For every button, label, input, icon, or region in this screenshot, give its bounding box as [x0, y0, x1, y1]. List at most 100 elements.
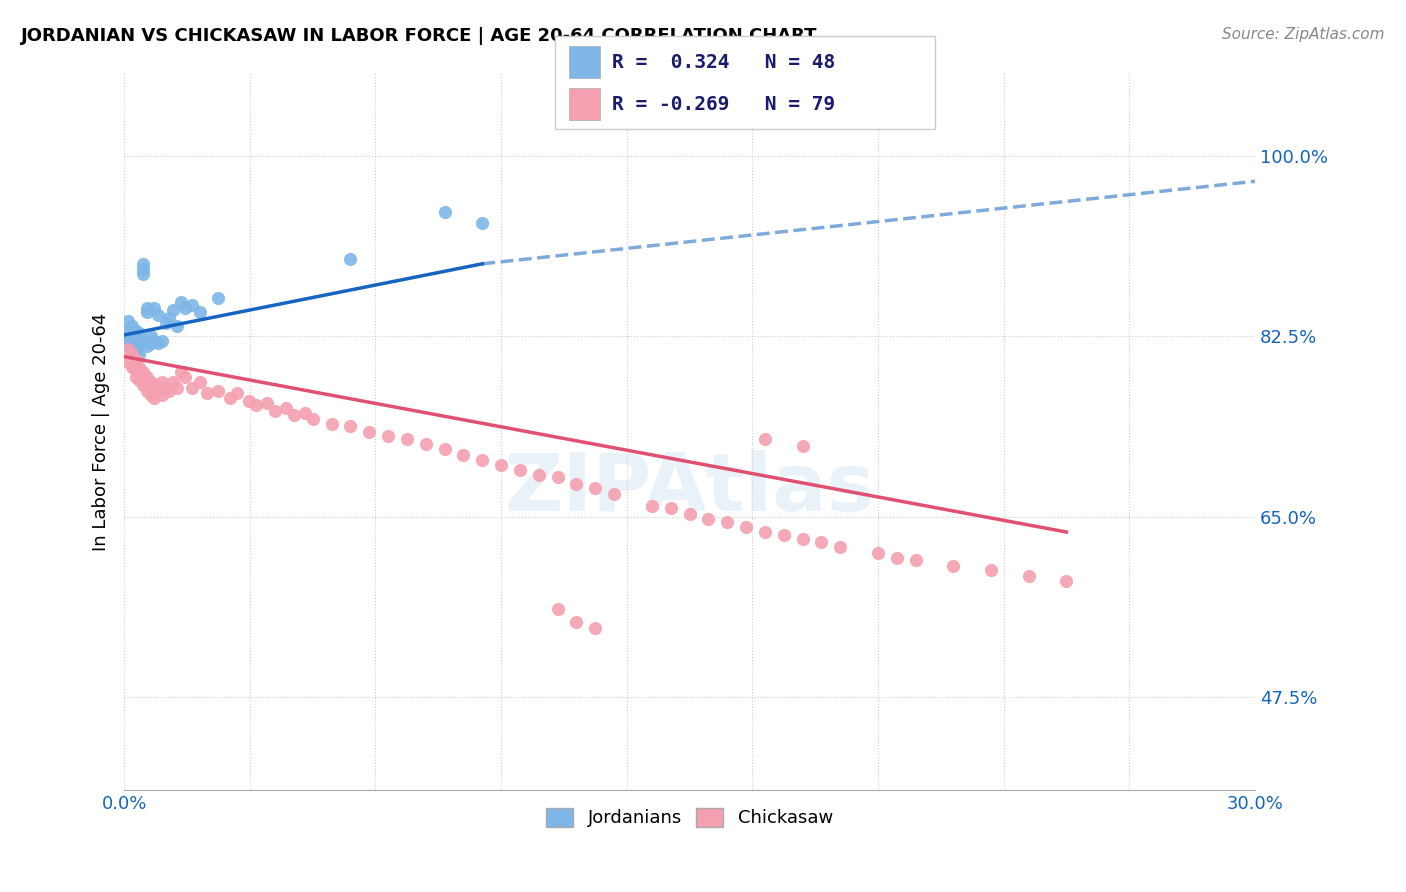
Point [159, 311, 181, 326]
Point [603, 487, 626, 501]
Point [207, 384, 229, 398]
Point [135, 384, 157, 398]
Point [143, 391, 166, 405]
Point [565, 615, 588, 629]
Point [433, 442, 456, 457]
Point [195, 385, 218, 400]
Point [132, 334, 155, 348]
Point [772, 528, 794, 542]
Point [132, 262, 155, 277]
Point [321, 417, 343, 431]
Point [146, 309, 169, 323]
Point [471, 452, 494, 467]
Point [395, 432, 418, 446]
Point [810, 535, 832, 549]
Point [641, 500, 664, 514]
Point [166, 381, 188, 395]
Point [139, 376, 162, 390]
Point [121, 336, 143, 351]
Point [433, 205, 456, 219]
Point [830, 541, 852, 555]
Point [135, 301, 157, 315]
Point [124, 370, 146, 384]
Point [754, 432, 776, 446]
Point [792, 533, 814, 547]
Point [583, 621, 606, 635]
Point [117, 343, 139, 357]
Point [128, 339, 150, 353]
Point [128, 373, 150, 387]
Point [489, 458, 512, 472]
Point [886, 550, 908, 565]
Point [132, 267, 155, 281]
Point [471, 216, 494, 230]
Point [453, 448, 475, 462]
Point [162, 303, 184, 318]
Point [124, 344, 146, 359]
Point [150, 334, 173, 348]
Point [162, 376, 184, 390]
Text: JORDANIAN VS CHICKASAW IN LABOR FORCE | AGE 20-64 CORRELATION CHART: JORDANIAN VS CHICKASAW IN LABOR FORCE | … [21, 27, 818, 45]
Point [339, 418, 361, 433]
Point [128, 346, 150, 360]
Point [117, 355, 139, 369]
Point [146, 384, 169, 398]
Point [124, 329, 146, 343]
Point [117, 339, 139, 353]
Point [904, 553, 927, 567]
Y-axis label: In Labor Force | Age 20-64: In Labor Force | Age 20-64 [93, 312, 110, 550]
Text: R =  0.324   N = 48: R = 0.324 N = 48 [612, 53, 835, 72]
Point [181, 298, 204, 312]
Point [188, 376, 211, 390]
Point [1018, 569, 1040, 583]
Point [264, 404, 287, 418]
Point [135, 370, 157, 384]
Point [1054, 574, 1077, 588]
Point [659, 501, 682, 516]
Point [942, 559, 965, 574]
Point [678, 508, 700, 522]
Point [547, 602, 569, 616]
Point [121, 334, 143, 348]
Point [377, 429, 399, 443]
Point [207, 291, 229, 305]
Text: ZIPAtlas: ZIPAtlas [505, 450, 875, 528]
Point [173, 370, 195, 384]
Point [980, 563, 1002, 577]
Point [124, 332, 146, 346]
Point [301, 411, 323, 425]
Point [155, 316, 177, 330]
Point [238, 394, 260, 409]
Point [117, 329, 139, 343]
Point [283, 409, 305, 423]
Point [128, 326, 150, 340]
Point [866, 546, 889, 560]
Point [135, 339, 157, 353]
Point [132, 377, 155, 392]
Point [181, 381, 204, 395]
Legend: Jordanians, Chickasaw: Jordanians, Chickasaw [538, 801, 841, 835]
Point [121, 318, 143, 333]
Point [128, 359, 150, 374]
Point [143, 334, 166, 348]
Point [256, 396, 278, 410]
Point [170, 365, 193, 379]
Point [124, 363, 146, 377]
Point [124, 339, 146, 353]
Point [173, 301, 195, 315]
Text: R = -0.269   N = 79: R = -0.269 N = 79 [612, 95, 835, 114]
Point [117, 324, 139, 338]
Point [583, 481, 606, 495]
Point [226, 385, 249, 400]
Point [132, 365, 155, 379]
Point [792, 439, 814, 453]
Point [150, 376, 173, 390]
Point [188, 305, 211, 319]
Point [128, 336, 150, 351]
Point [146, 336, 169, 351]
Point [124, 336, 146, 351]
Point [124, 352, 146, 367]
Point [339, 252, 361, 266]
Point [697, 511, 720, 525]
Point [135, 305, 157, 319]
